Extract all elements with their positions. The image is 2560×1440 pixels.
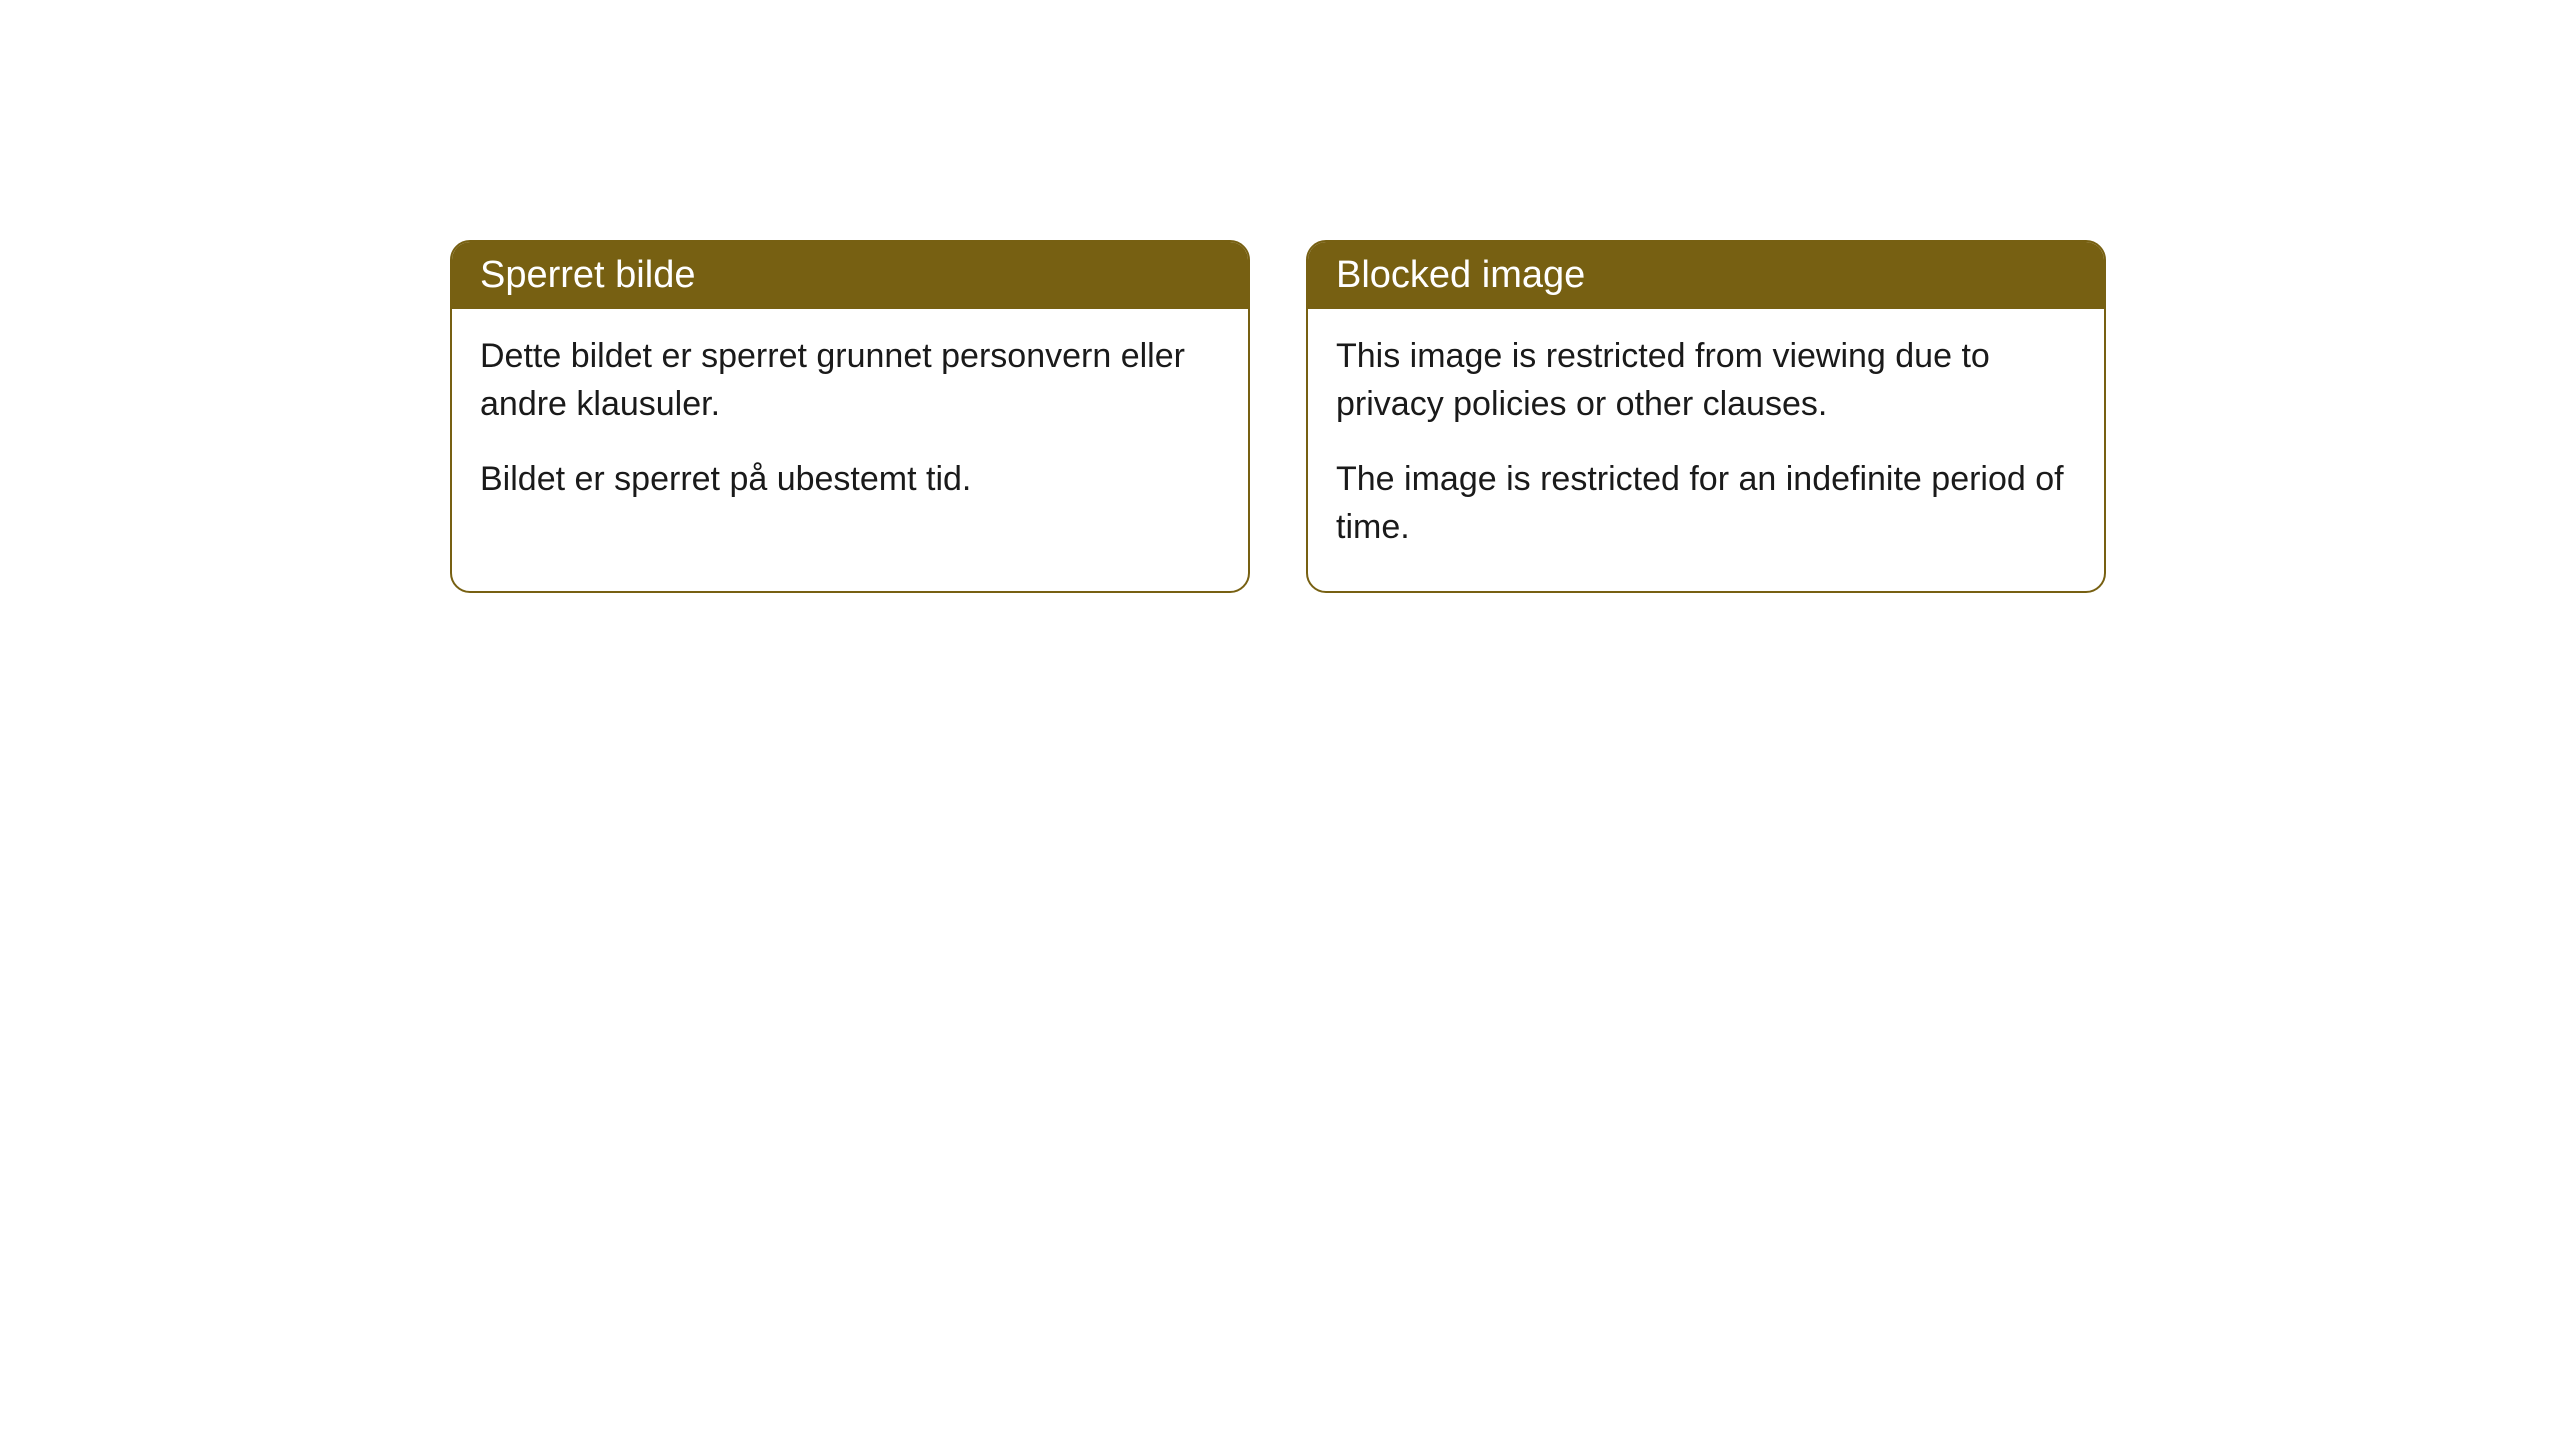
card-paragraph-1: Dette bildet er sperret grunnet personve… [480, 333, 1220, 428]
card-english: Blocked image This image is restricted f… [1306, 240, 2106, 593]
card-paragraph-2: The image is restricted for an indefinit… [1336, 456, 2076, 551]
card-body-english: This image is restricted from viewing du… [1308, 309, 2104, 591]
cards-container: Sperret bilde Dette bildet er sperret gr… [450, 240, 2110, 593]
card-paragraph-2: Bildet er sperret på ubestemt tid. [480, 456, 1220, 504]
card-body-norwegian: Dette bildet er sperret grunnet personve… [452, 309, 1248, 544]
card-header-norwegian: Sperret bilde [452, 242, 1248, 309]
card-header-english: Blocked image [1308, 242, 2104, 309]
card-paragraph-1: This image is restricted from viewing du… [1336, 333, 2076, 428]
card-norwegian: Sperret bilde Dette bildet er sperret gr… [450, 240, 1250, 593]
